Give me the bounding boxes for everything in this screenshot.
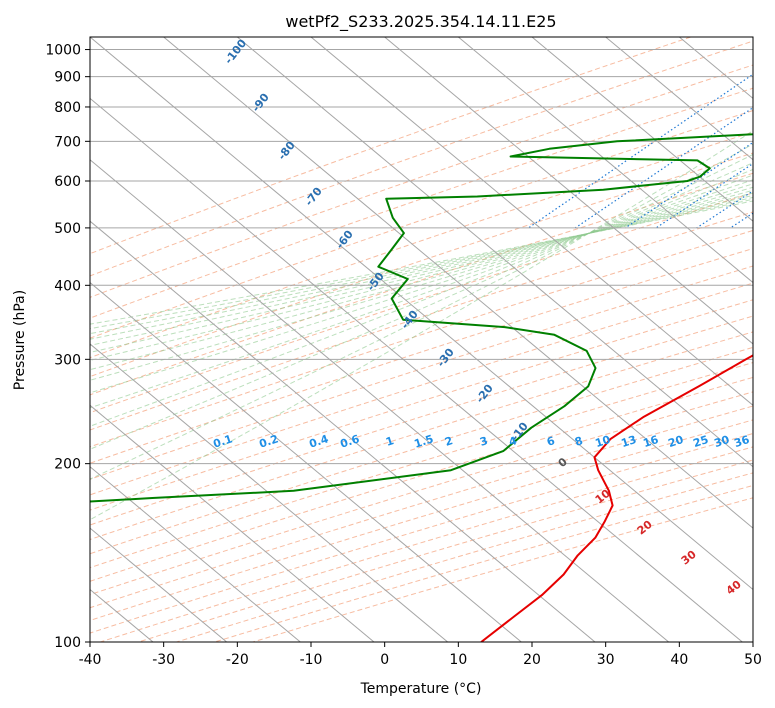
y-tick-label: 400 (54, 278, 81, 294)
y-tick-label: 800 (54, 100, 81, 116)
moist-adiabat-line (90, 130, 753, 521)
moist-adiabat-line (90, 168, 753, 409)
dry-adiabat-line (90, 376, 753, 582)
series-layer (90, 133, 753, 642)
plot-frame (89, 36, 754, 643)
temperature-profile-line (480, 354, 753, 642)
dry-adiabat-line (90, 40, 753, 277)
mixing-ratio-label: 1.5 (413, 432, 436, 450)
y-tick-label: 200 (54, 457, 81, 473)
moist-adiabat-line (90, 186, 753, 361)
mixing-ratio-label: 6 (545, 434, 557, 449)
isotherm-line (237, 37, 753, 468)
mixing-ratio-line (655, 162, 753, 229)
isotherm-line (90, 281, 522, 642)
isotherm-line (90, 343, 448, 642)
mixing-ratio-label: 4 (507, 434, 519, 449)
mixing-ratio-label: 20 (667, 433, 686, 450)
moist-adiabat-line (90, 183, 753, 371)
x-tick-label: 50 (744, 652, 762, 668)
dry-adiabat-line (90, 229, 753, 448)
dry-adiabat-line (90, 282, 753, 496)
isotherm-line (458, 37, 753, 284)
x-tick-label: 30 (597, 652, 615, 668)
isotherm-line (605, 37, 753, 161)
x-tick-label: -30 (152, 652, 175, 668)
mixing-ratio-label: 2 (443, 434, 454, 449)
x-tick-label: 10 (449, 652, 467, 668)
mixing-ratio-label: 36 (733, 433, 752, 450)
mixing-ratio-label: 16 (642, 433, 661, 450)
dewpoint-profile-line (90, 133, 753, 503)
x-tick-label: -10 (300, 652, 323, 668)
dry-adiabat-line (90, 37, 691, 255)
dry-adiabat-line (90, 247, 753, 464)
y-tick-label: 100 (54, 635, 81, 651)
mixing-ratio-label: 3 (478, 434, 489, 449)
x-tick-label: 40 (670, 652, 688, 668)
dry-adiabat-line (90, 87, 753, 319)
isotherm-line (310, 37, 753, 406)
y-tick-label: 700 (54, 134, 81, 150)
dry-adiabat-line (90, 315, 753, 526)
dry-adiabat-line (90, 152, 753, 378)
dry-adiabat-line (90, 64, 753, 298)
moist-adiabat-line (90, 153, 753, 450)
mixing-ratio-label: 0.4 (308, 432, 331, 450)
dry-adiabat-line (90, 346, 753, 555)
x-axis-label: Temperature (°C) (360, 681, 482, 697)
isotherm-line (90, 404, 375, 642)
dry-adiabat-line (90, 299, 753, 511)
y-tick-label: 900 (54, 70, 81, 86)
y-tick-label: 600 (54, 174, 81, 190)
x-tick-label: 0 (380, 652, 389, 668)
mixing-ratio-label: 0.2 (258, 432, 281, 450)
background-lines (90, 37, 753, 642)
isotherm-line (90, 159, 669, 642)
mixing-ratio-label: 0.6 (339, 432, 362, 450)
chart-title: wetPf2_S233.2025.354.14.11.E25 (285, 12, 556, 32)
mixing-ratio-label: 13 (620, 433, 639, 450)
mixing-ratio-label: 8 (573, 434, 584, 449)
moist-adiabat-line (90, 189, 753, 353)
dry-adiabat-line (90, 265, 753, 480)
isotherm-line (90, 466, 301, 642)
axis-ticks: -40 -30 -20 -10 0 10 20 30 40 5010020030040050060… (45, 43, 762, 668)
mixing-ratio-label: 30 (713, 433, 732, 450)
dry-adiabat-line (90, 192, 753, 414)
mixing-ratio-label: 25 (692, 433, 711, 450)
y-tick-label: 1000 (45, 43, 81, 59)
isotherm-line (90, 37, 753, 591)
y-tick-label: 300 (54, 352, 81, 368)
dry-adiabat-line (90, 362, 753, 569)
grid-lines (90, 37, 753, 642)
y-tick-label: 500 (54, 221, 81, 237)
isotherm-line (90, 97, 743, 642)
x-tick-label: 20 (523, 652, 541, 668)
x-tick-label: -40 (79, 652, 102, 668)
isotherm-line (163, 37, 753, 529)
x-tick-label: -20 (226, 652, 249, 668)
mixing-ratio-label: 0.1 (212, 432, 235, 450)
isotherm-line (531, 37, 753, 222)
mixing-ratio-line (574, 106, 753, 229)
y-axis-label: Pressure (hPa) (12, 290, 28, 390)
mixing-ratio-label: 10 (594, 433, 613, 450)
dry-adiabat-line (90, 331, 753, 541)
dry-adiabat-line (90, 211, 753, 431)
dry-adiabat-line (90, 391, 753, 596)
isotherm-line (90, 220, 596, 642)
moist-adiabat-line (90, 162, 753, 427)
isotherm-line (90, 527, 227, 642)
isotherm-line (384, 37, 753, 345)
mixing-ratio-label: 1 (384, 434, 395, 449)
